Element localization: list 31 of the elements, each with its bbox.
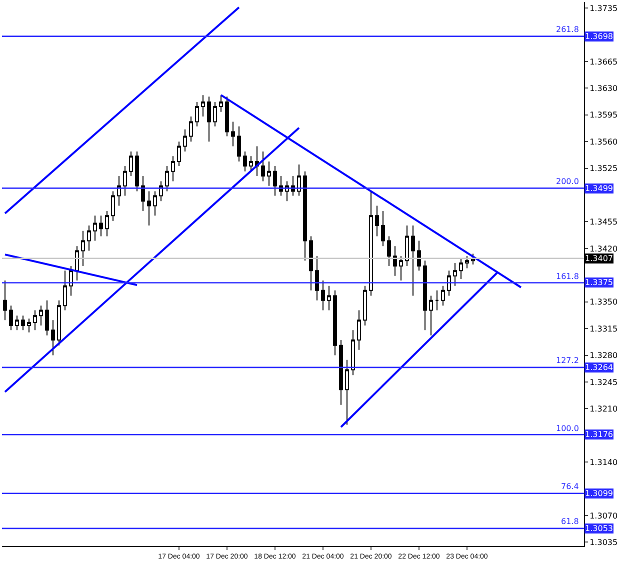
y-tick-label: 1.3070 — [590, 511, 618, 520]
y-tick-label: 1.3035 — [590, 538, 618, 547]
y-tick-label: 1.3210 — [590, 404, 618, 414]
annotation: 100.0 — [556, 424, 579, 433]
y-tick-label: 1.3665 — [590, 57, 618, 66]
ref-line-label: 1.3499 — [585, 184, 613, 193]
ref-line-label: 1.3176 — [585, 430, 613, 439]
y-tick-label: 1.3315 — [590, 324, 618, 334]
y-tick-label: 1.3595 — [590, 110, 618, 120]
ref-line-label: 1.3407 — [585, 254, 613, 263]
ref-line-label: 1.3375 — [585, 278, 613, 287]
ref-line-label: 1.3099 — [585, 489, 613, 498]
ref-line-label: 1.3698 — [585, 32, 613, 41]
y-tick-label: 1.3630 — [590, 84, 618, 94]
y-tick-label: 1.3560 — [590, 137, 618, 146]
annotation: 76.4 — [561, 482, 579, 491]
y-tick-label: 1.3735 — [590, 4, 618, 13]
y-tick-label: 1.3140 — [590, 458, 618, 467]
annotation: 261.8 — [556, 25, 579, 34]
annotation: 200.0 — [556, 177, 579, 186]
y-tick-label: 1.3525 — [590, 164, 618, 174]
annotation: 161.8 — [556, 272, 579, 281]
annotation: 61.8 — [561, 517, 579, 526]
ref-line-label: 1.3053 — [585, 524, 613, 533]
y-tick-label: 1.3245 — [590, 378, 618, 387]
ref-line-label: 1.3264 — [585, 363, 613, 372]
y-tick-label: 1.3420 — [590, 244, 618, 254]
y-tick-label: 1.3280 — [590, 351, 618, 360]
y-tick-label: 1.3455 — [590, 218, 618, 227]
annotation: 127.2 — [556, 356, 579, 365]
y-tick-label: 1.3350 — [590, 298, 618, 307]
